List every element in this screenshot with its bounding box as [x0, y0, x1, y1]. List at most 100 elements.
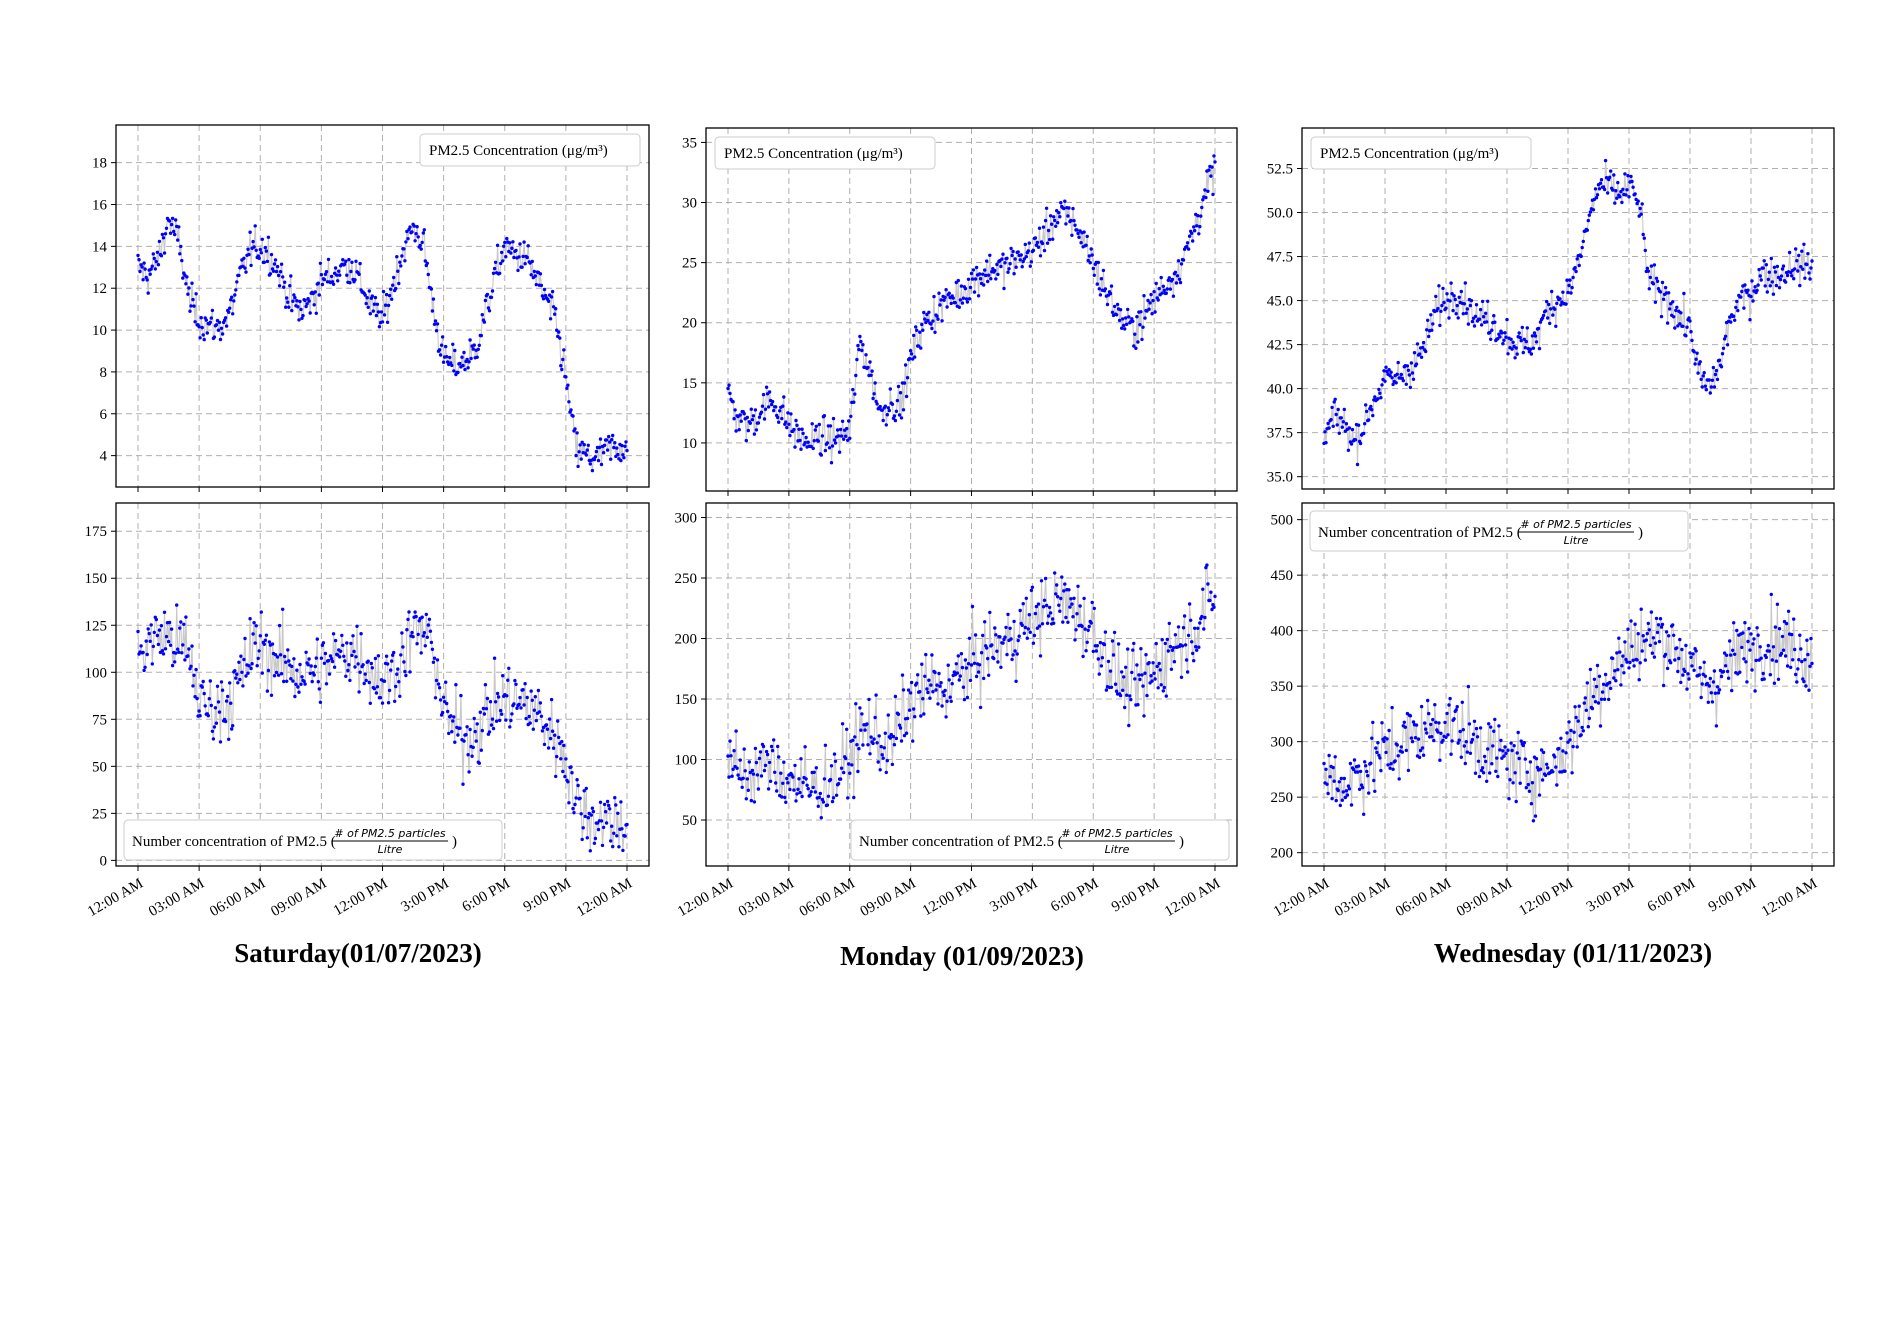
- data-point: [461, 363, 465, 368]
- data-point: [426, 272, 430, 277]
- data-point: [1637, 678, 1641, 682]
- data-point: [1621, 654, 1625, 658]
- data-point: [1615, 196, 1619, 200]
- data-point: [560, 367, 564, 372]
- data-point: [143, 267, 147, 271]
- data-point: [1472, 324, 1477, 328]
- data-point: [777, 755, 781, 759]
- data-point: [1120, 670, 1124, 674]
- data-point: [785, 776, 789, 781]
- data-point: [249, 263, 253, 268]
- data-point: [1126, 647, 1130, 651]
- data-point: [1020, 623, 1024, 627]
- data-point: [471, 745, 475, 750]
- data-point: [1687, 677, 1691, 681]
- data-point: [1102, 642, 1107, 647]
- data-point: [977, 272, 982, 276]
- data-point: [950, 682, 954, 686]
- y-tick-label: 15: [682, 376, 697, 392]
- data-point: [1461, 312, 1466, 316]
- data-point: [804, 435, 808, 440]
- data-point: [847, 762, 851, 766]
- data-point: [579, 457, 583, 461]
- data-point: [1448, 299, 1452, 303]
- data-point: [160, 649, 165, 653]
- data-point: [1733, 652, 1737, 656]
- data-point: [177, 650, 181, 654]
- data-point: [1056, 221, 1060, 225]
- data-point: [1512, 744, 1516, 748]
- data-point: [1031, 641, 1036, 645]
- data-point: [1431, 717, 1435, 722]
- data-point: [558, 336, 562, 340]
- data-point: [1186, 247, 1191, 251]
- data-point: [202, 337, 206, 342]
- data-point: [1363, 422, 1367, 426]
- x-tick-label: 06:00 AM: [207, 876, 268, 920]
- data-point: [251, 632, 255, 636]
- data-point: [485, 292, 490, 297]
- data-point: [949, 699, 953, 703]
- data-point: [1531, 346, 1536, 350]
- y-tick-label: 150: [85, 571, 108, 587]
- data-point: [307, 299, 311, 303]
- data-point: [886, 406, 890, 410]
- data-point: [613, 441, 617, 445]
- data-point: [1756, 283, 1760, 287]
- data-point: [836, 782, 841, 786]
- data-point: [1765, 290, 1770, 294]
- data-point: [746, 788, 750, 792]
- data-point: [396, 269, 400, 273]
- data-point: [1750, 279, 1754, 283]
- legend-numerator: # of PM2.5 particles: [1061, 827, 1172, 840]
- data-point: [453, 740, 457, 744]
- data-point: [1551, 770, 1555, 774]
- data-point: [586, 816, 590, 820]
- data-point: [1722, 337, 1727, 341]
- data-point: [1614, 679, 1618, 683]
- data-point: [988, 610, 992, 615]
- data-point: [283, 654, 287, 659]
- data-point: [1611, 188, 1615, 192]
- data-point: [811, 446, 815, 451]
- x-tick-label: 12:00 AM: [1759, 876, 1820, 920]
- data-point: [1098, 640, 1103, 645]
- data-point: [1738, 670, 1742, 674]
- data-point: [229, 298, 233, 302]
- data-point: [974, 265, 979, 270]
- data-point: [374, 691, 379, 695]
- data-point: [1720, 352, 1725, 356]
- data-point: [1539, 748, 1544, 752]
- data-point: [342, 654, 346, 658]
- data-point: [345, 641, 349, 645]
- data-point: [1339, 776, 1344, 781]
- data-point: [1377, 387, 1381, 392]
- data-point: [343, 262, 347, 266]
- data-point: [263, 638, 267, 642]
- data-point: [168, 643, 173, 647]
- data-point: [744, 797, 748, 801]
- data-point: [1597, 187, 1602, 191]
- data-point: [1574, 715, 1578, 720]
- data-point: [1465, 750, 1470, 754]
- data-point: [1137, 673, 1141, 677]
- data-point: [350, 653, 354, 658]
- data-point: [148, 272, 152, 276]
- data-point: [1647, 628, 1652, 632]
- data-point: [436, 682, 441, 686]
- y-tick-label: 35.0: [1267, 470, 1293, 486]
- data-point: [1758, 274, 1762, 278]
- data-point: [596, 458, 601, 463]
- data-point: [220, 332, 225, 336]
- data-point: [1063, 582, 1067, 586]
- data-point: [852, 795, 856, 800]
- data-point: [574, 796, 578, 800]
- data-point: [1427, 711, 1431, 716]
- data-point: [484, 707, 489, 711]
- data-point: [750, 768, 755, 773]
- data-point: [1125, 693, 1129, 697]
- data-point: [538, 272, 543, 276]
- data-point: [1510, 748, 1514, 753]
